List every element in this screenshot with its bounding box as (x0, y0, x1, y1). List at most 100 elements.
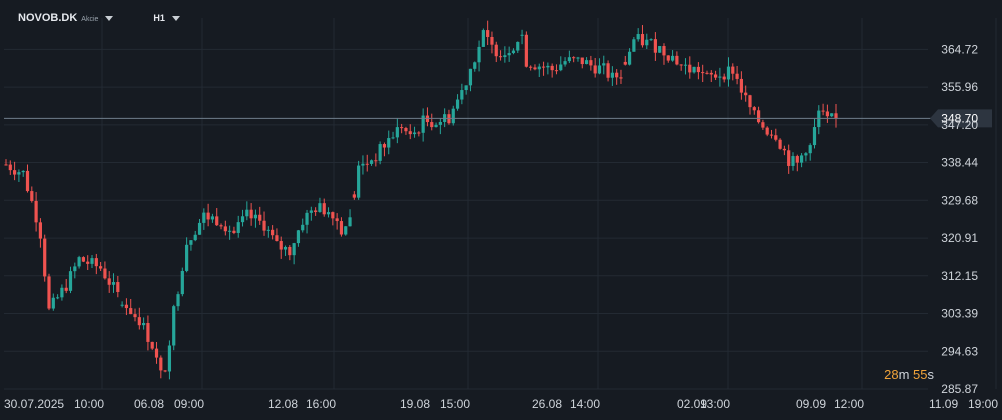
candle-down (722, 76, 726, 80)
x-tick-label: 15:00 (440, 397, 470, 411)
candle-up (210, 216, 215, 220)
candle-down (589, 60, 593, 66)
candle-down (554, 70, 559, 72)
candle-down (81, 257, 86, 262)
x-tick-label: 16:00 (306, 397, 336, 411)
candle-up (610, 72, 614, 78)
x-tick-label: 19.08 (400, 397, 430, 411)
candle-up (481, 30, 485, 47)
candle-up (17, 172, 21, 175)
candle-down (541, 66, 546, 68)
candle-down (124, 304, 129, 309)
candle-down (486, 30, 490, 37)
candle-up (21, 170, 25, 173)
candle-down (795, 156, 799, 163)
candle-down (606, 63, 610, 78)
candle-up (240, 216, 245, 223)
candle-up (455, 99, 460, 109)
candle-up (718, 76, 722, 78)
candle-up (584, 60, 589, 65)
candle-up (361, 163, 365, 166)
timeframe-dropdown-chevron-icon[interactable] (171, 15, 180, 21)
candle-up (597, 65, 602, 74)
candle-down (696, 66, 700, 73)
candle-down (107, 278, 111, 285)
candle-down (331, 212, 335, 219)
candle-down (675, 55, 679, 65)
candle-down (38, 222, 43, 239)
x-tick-label: 09:00 (174, 397, 204, 411)
candle-up (111, 282, 116, 285)
candle-down (529, 66, 533, 68)
candle-down (787, 150, 791, 166)
candle-down (335, 218, 339, 222)
candle-down (249, 209, 253, 219)
candle-down (279, 241, 283, 250)
candle-up (391, 137, 395, 139)
symbol-dropdown-chevron-icon[interactable] (105, 15, 114, 21)
candle-down (382, 144, 387, 148)
candle-down (374, 160, 378, 162)
candle-down (550, 65, 554, 71)
y-tick-label: 329.68 (941, 193, 978, 207)
candle-up (60, 287, 64, 298)
candle-down (640, 34, 645, 46)
candle-down (339, 221, 344, 235)
candle-up (90, 258, 94, 264)
countdown-seconds: 55 (913, 367, 928, 382)
x-tick-label: 12.08 (268, 397, 298, 411)
candle-up (516, 41, 520, 51)
candle-down (288, 246, 292, 256)
candle-down (137, 317, 141, 326)
candle-down (615, 72, 619, 78)
symbol-label[interactable]: NOVOB.DK (18, 12, 78, 24)
candle-down (314, 210, 318, 212)
candle-down (774, 135, 778, 140)
y-tick-label: 285.87 (941, 382, 978, 396)
candle-down (219, 225, 223, 227)
candle-down (271, 229, 275, 236)
candle-down (769, 134, 774, 136)
candle-up (567, 57, 571, 62)
candle-up (434, 124, 438, 128)
x-tick-label: 13:00 (700, 397, 730, 411)
candle-up (464, 85, 468, 91)
candle-up (412, 132, 417, 135)
candle-up (142, 323, 146, 326)
x-tick-label: 10:00 (74, 397, 104, 411)
candle-down (116, 282, 120, 292)
candle-up (180, 270, 184, 295)
candle-up (546, 65, 550, 68)
candle-up (559, 64, 563, 71)
candle-down (133, 314, 137, 318)
candle-up (56, 297, 60, 299)
bar-countdown: 28m 55s (884, 367, 934, 382)
candle-down (64, 287, 68, 291)
candle-down (34, 200, 38, 223)
candle-up (193, 234, 197, 241)
candle-down (748, 95, 752, 108)
candle-up (292, 243, 296, 256)
candle-up (176, 294, 180, 307)
candle-down (580, 57, 584, 65)
current-price-line: 348.70 (4, 109, 992, 128)
y-tick-label: 320.91 (941, 231, 978, 245)
candle-up (189, 240, 193, 245)
asset-type-label: Akcie (81, 15, 99, 23)
candle-down (731, 66, 735, 74)
candle-up (726, 66, 731, 80)
candle-down (365, 163, 369, 165)
candle-down (94, 258, 98, 267)
candle-down (232, 230, 236, 233)
candle-down (262, 220, 266, 231)
candle-up (245, 209, 249, 217)
timeframe-label[interactable]: H1 (153, 13, 165, 23)
candle-up (451, 108, 455, 124)
candle-down (619, 77, 623, 79)
candle-up (68, 271, 73, 291)
chart-toolbar: NOVOB.DK Akcie H1 (18, 9, 180, 27)
candle-up (236, 222, 240, 233)
candle-up (602, 63, 606, 66)
candle-down (25, 170, 30, 192)
